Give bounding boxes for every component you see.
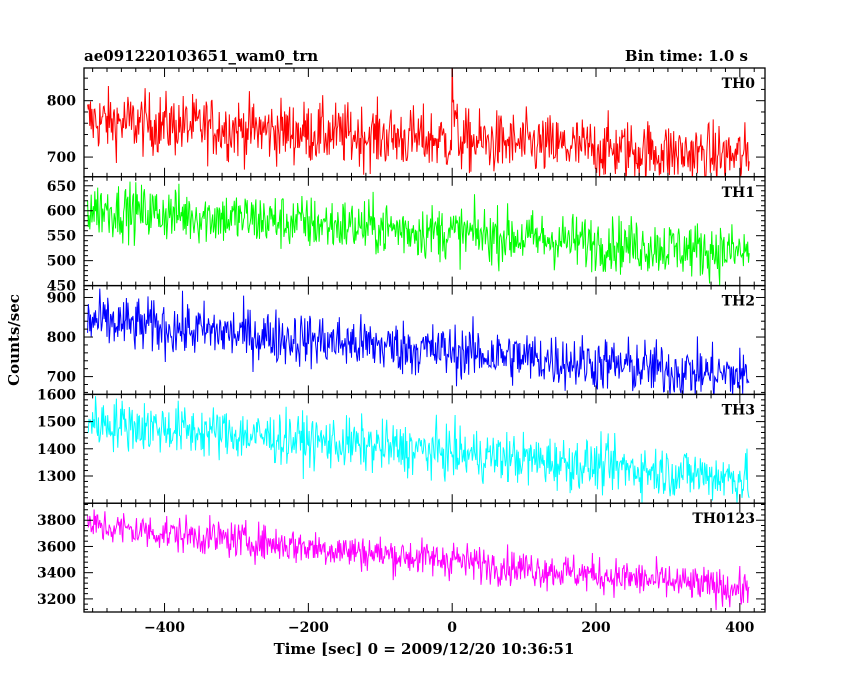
panel-label-th1: TH1 [722, 185, 755, 201]
x-axis: −400 −200 0 200 400 [144, 620, 755, 636]
y-tick-label-th1: 650 [47, 179, 76, 195]
y-tick-label-th3: 1300 [37, 469, 76, 485]
series-th3 [87, 396, 750, 504]
x-tick-label: 200 [581, 620, 610, 636]
x-tick-label: 400 [725, 620, 754, 636]
y-tick-label-th3: 1400 [37, 442, 76, 458]
series-th1 [87, 181, 750, 286]
y-tick-label-th0123: 3800 [37, 513, 76, 529]
y-tick-label-th3: 1500 [37, 415, 76, 431]
x-tick-label: 0 [447, 620, 457, 636]
panel-label-th0: TH0 [722, 76, 756, 92]
y-axis-label: Counts/sec [5, 294, 23, 386]
y-tick-label-th1: 500 [47, 254, 76, 270]
x-axis-label: Time [sec] 0 = 2009/12/20 10:36:51 [274, 640, 575, 658]
panel-frame-th0123 [83, 502, 766, 613]
y-tick-label-th2: 900 [47, 290, 76, 306]
y-tick-label-th0: 800 [47, 94, 76, 110]
x-tick-label: −400 [144, 620, 185, 636]
plot-title: ae091220103651_wam0_trn [84, 47, 318, 65]
panel-label-th0123: TH0123 [692, 511, 755, 527]
y-tick-label-th1: 600 [47, 204, 76, 220]
x-tick-label: −200 [288, 620, 329, 636]
panel-label-th3: TH3 [722, 402, 755, 418]
series-th2 [87, 288, 750, 395]
y-tick-label-th0123: 3200 [37, 592, 76, 608]
y-tick-label-th2: 800 [47, 330, 76, 346]
y-tick-label-th1: 550 [47, 229, 76, 245]
y-tick-label-th2: 700 [47, 370, 76, 386]
bin-time-label: Bin time: 1.0 s [625, 47, 748, 65]
y-tick-label-th0123: 3400 [37, 566, 76, 582]
y-tick-label-th1: 450 [47, 279, 76, 295]
y-tick-label-th0: 700 [47, 150, 76, 166]
panel-label-th2: TH2 [722, 294, 755, 310]
series-th0123 [87, 509, 750, 611]
series-th0 [87, 68, 750, 177]
y-tick-label-th0123: 3600 [37, 539, 76, 555]
panels-group: TH0 700 800 TH1 450 500 550 600 650 TH2 700 800 900 T… [37, 67, 766, 613]
y-tick-label-th3: 1600 [37, 387, 76, 403]
